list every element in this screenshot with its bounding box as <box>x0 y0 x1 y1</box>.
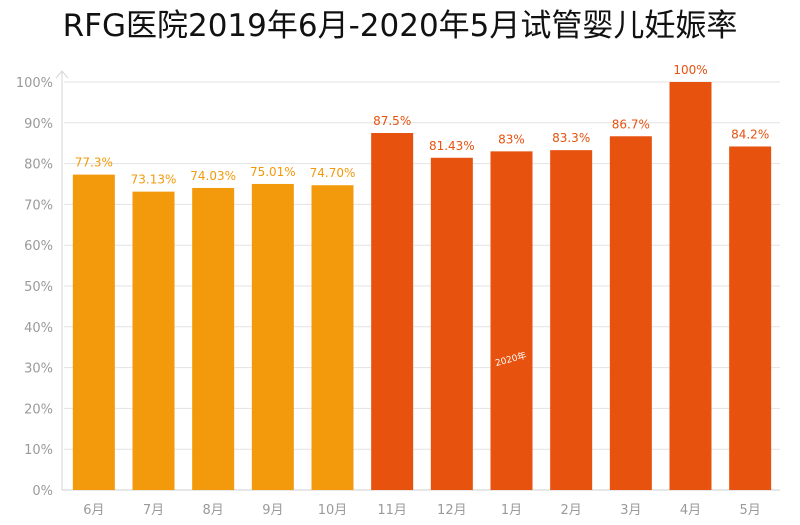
data-label: 100% <box>673 63 707 77</box>
data-label: 73.13% <box>131 173 177 187</box>
data-label: 84.2% <box>731 127 769 141</box>
y-tick-label: 60% <box>24 239 53 254</box>
y-axis-arrow <box>55 70 69 79</box>
x-tick-label: 4月 <box>680 503 701 518</box>
y-tick-label: 100% <box>16 76 53 91</box>
x-tick-label: 3月 <box>620 503 641 518</box>
bar <box>192 187 235 491</box>
axes <box>55 70 780 491</box>
bar <box>490 151 533 491</box>
x-tick-label: 8月 <box>203 503 224 518</box>
data-label: 74.70% <box>310 166 356 180</box>
bar <box>609 136 652 490</box>
x-tick-label: 11月 <box>377 503 407 518</box>
data-label: 86.7% <box>612 117 650 131</box>
y-tick-label: 10% <box>24 443 53 458</box>
y-axis-ticks: 0% 10% 20% 30% 40% 50% 60% 70% 80% 90% 100% <box>16 76 53 499</box>
x-tick-label: 5月 <box>740 503 761 518</box>
y-tick-label: 90% <box>24 117 53 132</box>
gridlines <box>64 81 780 450</box>
x-tick-label: 12月 <box>437 503 467 518</box>
x-tick-label: 9月 <box>262 503 283 518</box>
bar <box>550 150 593 491</box>
bars <box>72 82 772 491</box>
x-tick-label: 6月 <box>83 503 104 518</box>
bar <box>72 174 115 490</box>
y-tick-label: 50% <box>24 280 53 295</box>
bar <box>729 146 772 491</box>
data-label: 81.43% <box>429 139 475 153</box>
y-tick-label: 0% <box>32 484 53 499</box>
y-tick-label: 30% <box>24 362 53 377</box>
y-tick-label: 40% <box>24 321 53 336</box>
data-label: 87.5% <box>373 114 411 128</box>
data-label: 74.03% <box>190 169 236 183</box>
data-label: 75.01% <box>250 165 296 179</box>
x-tick-label: 1月 <box>501 503 522 518</box>
y-tick-label: 80% <box>24 158 53 173</box>
bar <box>371 133 414 490</box>
x-tick-label: 10月 <box>318 503 348 518</box>
bar <box>669 82 712 490</box>
x-tick-label: 2月 <box>561 503 582 518</box>
data-label: 77.3% <box>75 156 113 170</box>
data-label: 83% <box>498 132 525 146</box>
bar <box>311 185 354 490</box>
bar <box>251 183 294 490</box>
y-tick-label: 20% <box>24 402 53 417</box>
bar <box>430 157 473 490</box>
chart-title: RFG医院2019年6月-2020年5月试管婴儿妊娠率 <box>62 8 738 44</box>
data-labels: 77.3% 73.13% 74.03% 75.01% 74.70% 87.5% 81.43%… <box>75 63 769 187</box>
data-label: 83.3% <box>552 131 590 145</box>
y-tick-label: 70% <box>24 198 53 213</box>
x-tick-label: 7月 <box>143 503 164 518</box>
bar <box>132 191 175 491</box>
x-axis-labels: 6月 7月 8月 9月 10月 11月 12月 1月 2月 3月 4月 5月 <box>83 503 761 518</box>
